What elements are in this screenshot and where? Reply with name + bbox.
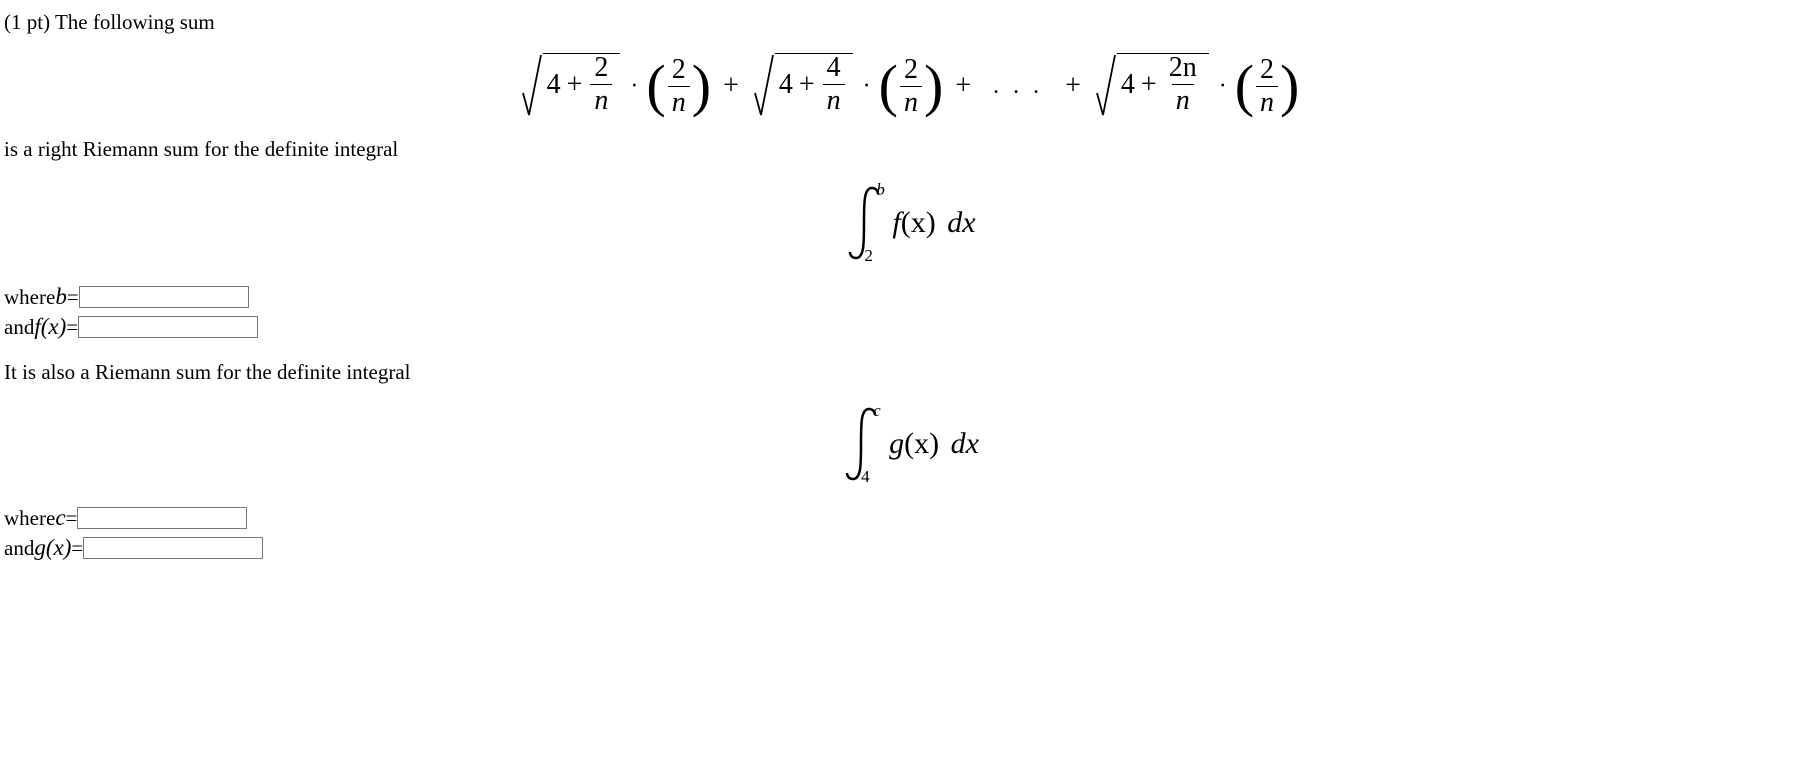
integral-1-body: f(x) dx: [892, 206, 975, 240]
paren-2: ( 2 n ): [879, 56, 944, 117]
integral-1-func: f: [892, 206, 900, 239]
c-input[interactable]: [77, 507, 247, 529]
equals-fx: =: [66, 315, 78, 340]
where-c-text: where: [4, 506, 55, 531]
const-1: 4: [547, 69, 561, 101]
sqrt-term-1: 4 + 2 n: [521, 53, 621, 119]
problem-intro: (1 pt) The following sum: [4, 10, 1814, 35]
where-b-line: where b =: [4, 284, 1814, 310]
radicand-2: 4 + 4 n: [775, 53, 853, 111]
and-fx-line: and f(x) =: [4, 314, 1814, 340]
integral-symbol-2: c 4: [839, 403, 883, 485]
plus-outer-3: +: [1065, 70, 1081, 102]
integral-1-arg: (x): [901, 206, 936, 239]
riemann-text: is a right Riemann sum for the definite …: [4, 137, 398, 162]
paren-3: ( 2 n ): [1235, 56, 1300, 117]
and-fx-text: and: [4, 315, 34, 340]
frac-2-num: 4: [823, 54, 845, 84]
frac-2-den: n: [823, 84, 845, 115]
factor-frac-3: 2 n: [1256, 56, 1278, 117]
riemann-sum-display: 4 + 2 n · ( 2 n ) +: [4, 53, 1814, 119]
b-symbol: b: [55, 284, 67, 310]
factor-frac-1: 2 n: [668, 56, 690, 117]
integral-2-body: g(x) dx: [889, 427, 979, 461]
also-riemann-line: It is also a Riemann sum for the definit…: [4, 360, 1814, 385]
integral-1-upper: b: [876, 180, 885, 200]
gx-input[interactable]: [83, 537, 263, 559]
equals-c: =: [66, 506, 78, 531]
equals-gx: =: [71, 536, 83, 561]
and-gx-text: and: [4, 536, 34, 561]
and-gx-line: and g(x) =: [4, 535, 1814, 561]
cdot-1: ·: [630, 73, 638, 100]
factor-1-num: 2: [668, 56, 690, 86]
where-b-text: where: [4, 285, 55, 310]
ellipsis: . . .: [993, 73, 1043, 100]
integral-1-display: b 2 f(x) dx: [4, 182, 1814, 264]
factor-1-den: n: [668, 86, 690, 117]
integral-2-display: c 4 g(x) dx: [4, 403, 1814, 485]
riemann-text-line: is a right Riemann sum for the definite …: [4, 137, 1814, 162]
fx-symbol: f(x): [34, 314, 66, 340]
frac-1-num: 2: [590, 54, 612, 84]
plus-1a: +: [567, 69, 583, 101]
integral-2-lower: 4: [861, 467, 870, 487]
points-text: (1 pt) The following sum: [4, 10, 215, 35]
factor-2-num: 2: [900, 56, 922, 86]
integral-1: b 2 f(x) dx: [842, 182, 975, 264]
frac-3: 2n n: [1165, 54, 1201, 115]
frac-3-den: n: [1172, 84, 1194, 115]
const-2: 4: [779, 69, 793, 101]
riemann-sum-row: 4 + 2 n · ( 2 n ) +: [521, 53, 1298, 119]
factor-3-num: 2: [1256, 56, 1278, 86]
integral-2-func: g: [889, 427, 904, 460]
plus-outer-1: +: [723, 70, 739, 102]
factor-frac-2: 2 n: [900, 56, 922, 117]
also-text: It is also a Riemann sum for the definit…: [4, 360, 410, 385]
integral-1-dx: dx: [947, 206, 975, 239]
integral-1-lower: 2: [864, 246, 873, 266]
factor-3-den: n: [1256, 86, 1278, 117]
equals-b: =: [67, 285, 79, 310]
fx-input[interactable]: [78, 316, 258, 338]
frac-1-den: n: [590, 84, 612, 115]
frac-2: 4 n: [823, 54, 845, 115]
plus-2a: +: [799, 69, 815, 101]
integral-2-arg: (x): [904, 427, 939, 460]
sqrt-term-2: 4 + 4 n: [753, 53, 853, 119]
plus-3a: +: [1141, 69, 1157, 101]
integral-2-dx: dx: [951, 427, 979, 460]
integral-2-upper: c: [873, 401, 881, 421]
const-3: 4: [1121, 69, 1135, 101]
where-c-line: where c =: [4, 505, 1814, 531]
radicand-3: 4 + 2n n: [1117, 53, 1209, 111]
b-input[interactable]: [79, 286, 249, 308]
c-symbol: c: [55, 505, 65, 531]
radicand-1: 4 + 2 n: [543, 53, 621, 111]
plus-outer-2: +: [955, 70, 971, 102]
factor-2-den: n: [900, 86, 922, 117]
gx-symbol: g(x): [34, 535, 71, 561]
sqrt-term-3: 4 + 2n n: [1095, 53, 1209, 119]
cdot-2: ·: [863, 73, 871, 100]
integral-2: c 4 g(x) dx: [839, 403, 979, 485]
cdot-3: ·: [1219, 73, 1227, 100]
frac-1: 2 n: [590, 54, 612, 115]
integral-symbol-1: b 2: [842, 182, 886, 264]
paren-1: ( 2 n ): [646, 56, 711, 117]
frac-3-num: 2n: [1165, 54, 1201, 84]
